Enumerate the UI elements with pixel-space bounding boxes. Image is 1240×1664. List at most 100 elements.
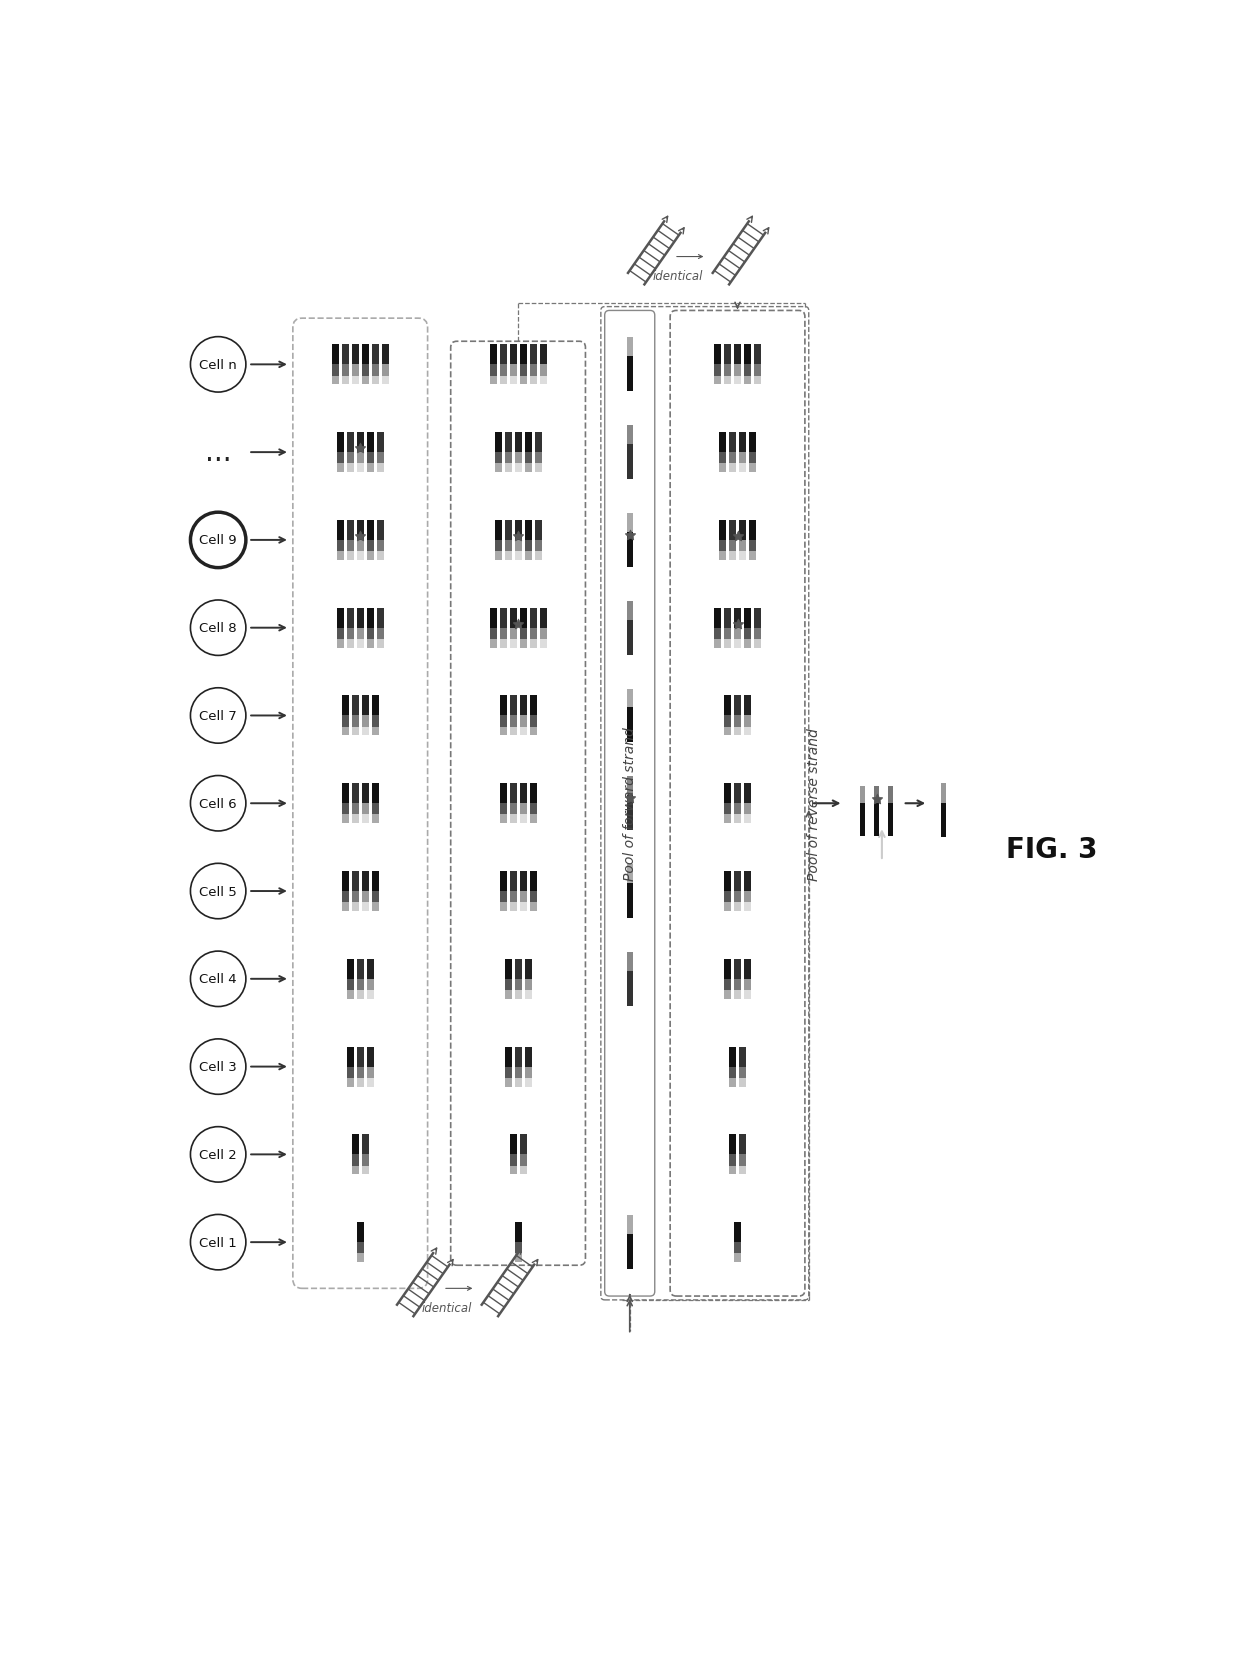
Bar: [888, 804, 893, 837]
Text: Pool of forward strand: Pool of forward strand: [622, 727, 636, 880]
Bar: [539, 364, 547, 376]
Bar: [520, 376, 527, 384]
Bar: [372, 376, 378, 384]
Bar: [500, 892, 506, 902]
Bar: [510, 609, 517, 629]
Bar: [724, 629, 730, 639]
Bar: [362, 344, 368, 364]
Bar: [729, 1078, 737, 1087]
Bar: [510, 804, 517, 815]
Bar: [367, 978, 373, 990]
Bar: [362, 1155, 368, 1166]
Bar: [525, 453, 532, 464]
Bar: [714, 629, 720, 639]
Bar: [729, 552, 737, 561]
Bar: [626, 358, 632, 393]
Bar: [525, 1047, 532, 1067]
Bar: [367, 609, 373, 629]
Bar: [534, 453, 542, 464]
Bar: [525, 552, 532, 561]
Bar: [719, 453, 725, 464]
Bar: [529, 784, 537, 804]
Bar: [529, 364, 537, 376]
Bar: [352, 727, 358, 735]
Bar: [357, 958, 363, 978]
Text: Cell 3: Cell 3: [200, 1060, 237, 1073]
Bar: [510, 872, 517, 892]
Bar: [362, 376, 368, 384]
Bar: [724, 902, 730, 912]
Bar: [367, 453, 373, 464]
Bar: [861, 787, 866, 804]
Bar: [714, 639, 720, 649]
Bar: [515, 1047, 522, 1067]
Bar: [515, 958, 522, 978]
Bar: [719, 521, 725, 541]
Text: Cell 5: Cell 5: [200, 885, 237, 899]
Bar: [729, 1047, 737, 1067]
Bar: [347, 541, 353, 552]
Text: Cell 1: Cell 1: [200, 1236, 237, 1250]
Bar: [719, 541, 725, 552]
Bar: [495, 453, 501, 464]
Bar: [362, 872, 368, 892]
Bar: [500, 696, 506, 716]
Bar: [724, 990, 730, 998]
Bar: [724, 958, 730, 978]
Bar: [754, 609, 761, 629]
Bar: [505, 990, 512, 998]
Bar: [500, 716, 506, 727]
Bar: [367, 521, 373, 541]
Bar: [626, 621, 632, 656]
Bar: [362, 815, 368, 824]
Bar: [367, 1067, 373, 1078]
Bar: [520, 1166, 527, 1175]
Bar: [377, 552, 383, 561]
Bar: [357, 433, 363, 453]
Bar: [500, 639, 506, 649]
Bar: [342, 344, 348, 364]
Bar: [505, 1078, 512, 1087]
Bar: [734, 892, 742, 902]
Bar: [529, 629, 537, 639]
Bar: [719, 552, 725, 561]
Bar: [347, 978, 353, 990]
Bar: [734, 609, 742, 629]
Text: Cell 7: Cell 7: [200, 709, 237, 722]
Bar: [724, 609, 730, 629]
Bar: [744, 629, 751, 639]
Bar: [382, 344, 388, 364]
Bar: [362, 727, 368, 735]
Bar: [724, 344, 730, 364]
Bar: [510, 364, 517, 376]
Bar: [357, 552, 363, 561]
Bar: [529, 696, 537, 716]
Bar: [729, 433, 737, 453]
Bar: [377, 629, 383, 639]
Bar: [739, 541, 746, 552]
Bar: [724, 872, 730, 892]
Bar: [505, 958, 512, 978]
Bar: [534, 433, 542, 453]
Bar: [734, 716, 742, 727]
Bar: [734, 958, 742, 978]
Bar: [337, 552, 343, 561]
Bar: [754, 376, 761, 384]
Bar: [626, 865, 632, 884]
Bar: [362, 902, 368, 912]
Text: identical: identical: [422, 1301, 472, 1315]
Bar: [342, 815, 348, 824]
Bar: [534, 464, 542, 473]
Bar: [337, 609, 343, 629]
Bar: [347, 990, 353, 998]
Bar: [744, 902, 751, 912]
Bar: [744, 609, 751, 629]
Bar: [520, 872, 527, 892]
Bar: [347, 958, 353, 978]
Bar: [744, 364, 751, 376]
Bar: [342, 892, 348, 902]
Bar: [367, 1078, 373, 1087]
Bar: [714, 609, 720, 629]
Bar: [342, 716, 348, 727]
Bar: [754, 639, 761, 649]
